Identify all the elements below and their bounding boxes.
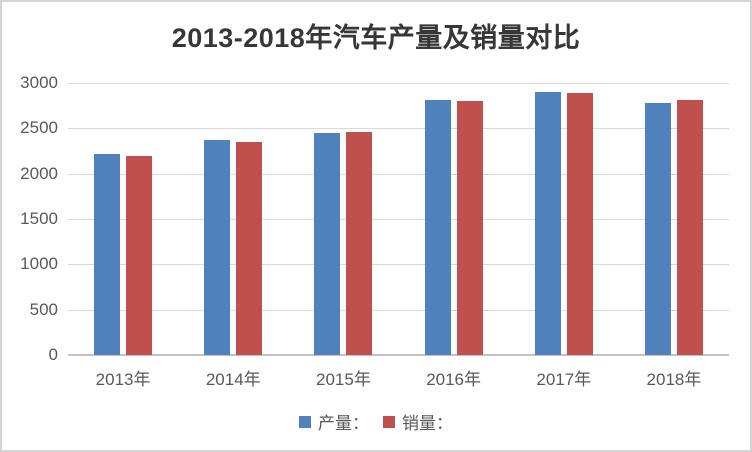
y-tick-label-500: 500 xyxy=(29,299,58,319)
legend-item-production: 产量： xyxy=(299,409,369,434)
production-bar-2014年 xyxy=(204,139,231,355)
sales-bar-2013年 xyxy=(126,155,153,355)
sales-bar-2016年 xyxy=(456,100,483,355)
sales-bar-2014年 xyxy=(236,142,263,355)
y-tick-label-1500: 1500 xyxy=(20,209,58,228)
x-tick-label-2017年: 2017年 xyxy=(536,370,592,389)
bar-group-2015年 xyxy=(288,83,398,355)
bar-group-2013年 xyxy=(68,83,178,355)
gridline-2500 xyxy=(68,128,729,130)
x-axis-labels: 2013年 2014年 2015年 2016年 2017年 2018年 xyxy=(68,365,729,390)
x-tick-label-2013年: 2013年 xyxy=(95,370,151,389)
y-tick-label-2500: 2500 xyxy=(20,118,58,138)
bar-group-2016年 xyxy=(399,83,509,355)
gridline-1000 xyxy=(68,264,729,266)
y-tick-label-0: 0 xyxy=(48,345,58,364)
sales-bar-2017年 xyxy=(566,93,593,355)
x-tick-label-2015年: 2015年 xyxy=(316,370,371,389)
bar-group-2018年 xyxy=(619,83,729,355)
gridline-0 xyxy=(68,354,729,356)
x-tick-label-2018年: 2018年 xyxy=(646,370,702,389)
y-tick-label-2000: 2000 xyxy=(20,163,58,183)
production-bar-2018年 xyxy=(644,102,671,355)
gridline-2000 xyxy=(68,173,729,175)
bar-groups xyxy=(68,83,729,355)
sales-legend-swatch-icon xyxy=(383,415,395,428)
y-tick-label-1000: 1000 xyxy=(20,254,58,274)
legend: 产量： 销量： xyxy=(2,409,750,434)
x-tick-label-2014年: 2014年 xyxy=(205,370,261,389)
bar-group-2014年 xyxy=(178,83,288,355)
chart-title: 2013-2018年汽车产量及销量对比 xyxy=(171,23,581,53)
production-bar-2013年 xyxy=(94,154,121,355)
bar-group-2017年 xyxy=(509,83,619,355)
x-tick-label-2016年: 2016年 xyxy=(426,370,482,389)
y-tick-label-3000: 3000 xyxy=(20,73,58,92)
production-bar-2017年 xyxy=(534,91,561,355)
legend-label: 销量： xyxy=(402,414,453,433)
production-legend-swatch-icon xyxy=(299,415,311,428)
sales-bar-2018年 xyxy=(676,100,703,355)
production-bar-2016年 xyxy=(424,100,451,355)
gridline-500 xyxy=(68,309,729,311)
gridline-1500 xyxy=(68,219,729,220)
production-bar-2015年 xyxy=(314,132,341,355)
legend-label: 产量： xyxy=(318,414,369,433)
legend-item-sales: 销量： xyxy=(383,409,453,434)
sales-bar-2015年 xyxy=(346,132,373,355)
plot-area xyxy=(68,83,729,356)
gridline-3000 xyxy=(68,83,729,84)
